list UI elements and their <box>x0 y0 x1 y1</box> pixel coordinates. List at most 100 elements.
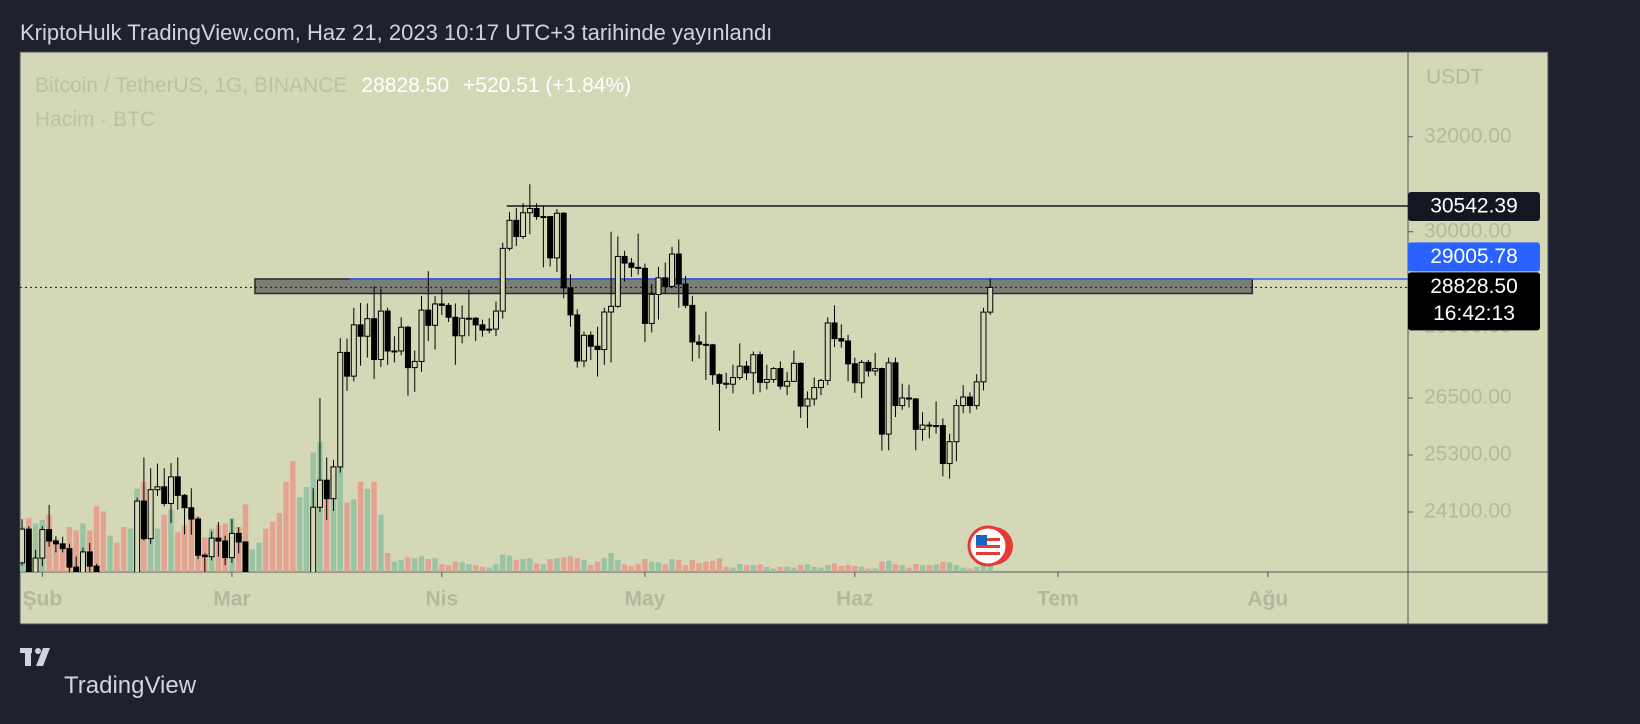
volume-bar <box>797 565 804 572</box>
volume-bar <box>838 565 844 572</box>
candle-body <box>574 314 581 362</box>
volume-bar <box>154 528 161 572</box>
volume-bar <box>330 490 337 572</box>
candle-body <box>966 396 973 407</box>
candle-body <box>892 362 899 407</box>
volume-bar <box>906 567 912 572</box>
volume-bar <box>256 542 262 572</box>
candle-body <box>452 316 459 337</box>
volume-bar <box>472 565 479 572</box>
plot-area <box>20 184 1408 572</box>
candle-body <box>641 267 648 324</box>
volume-bar <box>940 561 946 572</box>
candle-body <box>323 479 330 500</box>
candle-body <box>567 287 574 316</box>
candle-body <box>973 381 980 407</box>
volume-bar <box>689 559 696 572</box>
candle-body <box>154 486 161 491</box>
candle-body <box>208 537 215 558</box>
volume-bar <box>770 568 777 572</box>
volume-bar <box>594 561 601 572</box>
volume-bar <box>737 564 743 572</box>
volume-bar <box>181 525 188 572</box>
volume-bar <box>384 552 391 572</box>
line-price-box <box>1408 242 1540 272</box>
candle-body <box>52 540 59 545</box>
volume-bar <box>351 499 357 572</box>
volume-bar <box>696 563 702 572</box>
candle-body <box>20 528 26 564</box>
candle-body <box>79 551 86 572</box>
candle-body <box>743 365 750 374</box>
candle-body <box>398 326 405 352</box>
candle-body <box>432 303 439 326</box>
volume-bar <box>357 481 364 572</box>
volume-bar <box>93 506 100 572</box>
volume-bar <box>655 562 662 572</box>
candle-body <box>337 351 344 468</box>
volume-bar <box>811 566 817 572</box>
candle-body <box>222 540 229 559</box>
volume-bar <box>703 561 709 572</box>
candle-body <box>140 500 147 540</box>
volume-bar <box>865 568 872 572</box>
volume-bar <box>168 509 174 572</box>
volume-bar <box>493 564 499 572</box>
candle-body <box>696 341 703 345</box>
volume-bar <box>263 528 269 572</box>
candle-body <box>533 207 540 218</box>
volume-bar <box>100 511 106 572</box>
candle-body <box>499 247 506 312</box>
candle-body <box>242 541 249 572</box>
candle-body <box>669 253 676 287</box>
candle-body <box>865 361 872 372</box>
volume-bar <box>730 567 736 572</box>
volume-bar <box>825 565 831 572</box>
candle-body <box>465 317 472 320</box>
volume-bar <box>682 565 689 572</box>
candle-body <box>316 479 323 508</box>
volume-bar <box>973 566 980 572</box>
volume-bar <box>249 549 255 572</box>
candle-body <box>371 318 378 361</box>
candle-body <box>46 529 53 542</box>
volume-bar <box>188 520 195 572</box>
volume-bar <box>574 558 580 572</box>
candle-body <box>330 466 337 500</box>
volume-bar <box>432 558 438 572</box>
candle-body <box>445 304 452 318</box>
countdown: 16:42:13 <box>1433 302 1515 325</box>
candle-body <box>357 324 364 337</box>
event-icon <box>967 525 1013 567</box>
candle-body <box>655 277 662 295</box>
volume-bar <box>344 502 350 572</box>
volume-bar <box>750 565 756 572</box>
candle-body <box>716 374 723 384</box>
candle-body <box>553 212 560 259</box>
volume-bar <box>872 568 878 572</box>
volume-bar <box>676 559 682 572</box>
volume-bar <box>290 461 296 572</box>
candle-body <box>702 343 709 346</box>
volume-bar <box>364 488 371 572</box>
volume-bar <box>32 523 39 572</box>
candle-body <box>682 283 689 306</box>
volume-bar <box>425 559 431 572</box>
volume-bar <box>53 539 59 572</box>
candle-body <box>520 212 527 237</box>
candle-body <box>858 361 865 384</box>
y-unit: USDT <box>1426 66 1483 89</box>
y-tick-label: 30000.00 <box>1424 219 1512 242</box>
candle-body <box>838 338 845 342</box>
candle-body <box>804 398 811 407</box>
volume-bar <box>520 559 526 572</box>
y-tick-label: 25300.00 <box>1424 443 1512 466</box>
volume-bar <box>628 565 635 572</box>
volume-bar <box>804 564 811 572</box>
volume-bar <box>899 565 905 572</box>
volume-bar <box>723 566 729 572</box>
volume-bar <box>391 561 398 572</box>
candle-body <box>39 529 46 559</box>
candle-body <box>364 318 371 337</box>
